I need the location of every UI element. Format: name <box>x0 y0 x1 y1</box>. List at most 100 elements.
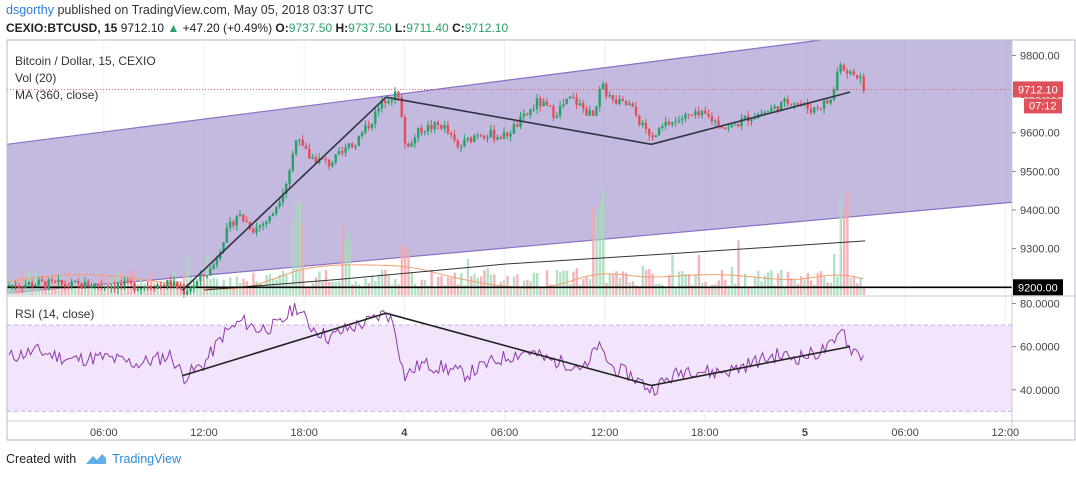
candle-body <box>545 101 549 106</box>
candle-body <box>17 286 21 288</box>
candle-body <box>176 281 179 289</box>
candle-body <box>621 98 624 101</box>
candle-body <box>502 132 506 139</box>
time-tick-label: 06:00 <box>491 427 519 439</box>
volume-bar <box>156 286 159 295</box>
volume-bar <box>532 272 536 295</box>
candle-body <box>354 145 357 148</box>
candle-body <box>618 98 621 104</box>
volume-bar <box>592 207 595 295</box>
volume-bar <box>776 273 780 295</box>
volume-bar <box>615 271 618 295</box>
candle-body <box>473 135 476 143</box>
volume-bar <box>648 268 651 295</box>
candle-body <box>631 103 634 108</box>
volume-bar <box>730 266 734 295</box>
candle-body <box>664 121 667 127</box>
time-tick-label: 5 <box>802 427 808 439</box>
candle-body <box>301 139 304 146</box>
candle-body <box>677 120 681 122</box>
volume-bar <box>823 275 826 295</box>
volume-bar <box>536 272 539 295</box>
candle-body <box>704 110 707 114</box>
volume-bar <box>661 284 664 295</box>
volume-bar <box>397 284 400 295</box>
candle-body <box>578 103 582 106</box>
price-tick-label: 9800.00 <box>1020 50 1060 62</box>
volume-bar <box>631 281 635 295</box>
support-price-tag <box>1013 279 1063 296</box>
channel-fill <box>7 40 1012 294</box>
candle-body <box>743 116 747 119</box>
candle-body <box>268 216 271 222</box>
volume-bar <box>486 267 489 295</box>
volume-bar <box>285 275 288 295</box>
candle-body <box>549 105 552 107</box>
volume-bar <box>196 284 199 295</box>
candle-body <box>387 101 390 104</box>
candle-body <box>532 109 535 111</box>
candle-body <box>172 281 176 287</box>
candle-body <box>855 75 859 79</box>
candle-body <box>252 229 255 233</box>
candle-body <box>93 283 96 287</box>
candle-body <box>341 151 344 153</box>
candle-body <box>714 120 717 122</box>
volume-bar <box>34 270 37 295</box>
volume-bar <box>734 283 737 295</box>
volume-bar <box>842 210 846 295</box>
volume-bar <box>644 270 648 295</box>
candle-body <box>598 89 601 107</box>
candle-body <box>80 283 83 289</box>
time-tick-label: 06:00 <box>90 427 118 439</box>
time-tick-label: 12:00 <box>591 427 619 439</box>
publish-info: dsgorthy published on TradingView.com, M… <box>6 3 373 17</box>
author-link[interactable]: dsgorthy <box>6 3 54 17</box>
support-price-tag-label: 9200.00 <box>1018 282 1058 294</box>
candle-body <box>106 286 110 288</box>
volume-bar <box>341 222 344 295</box>
channel-upper-line <box>6 39 822 145</box>
volume-bar <box>21 270 24 295</box>
candle-body <box>496 137 499 140</box>
candle-body <box>809 108 813 113</box>
candle-body <box>608 95 611 97</box>
candle-body <box>568 96 572 99</box>
candle-body <box>459 146 463 148</box>
candle-body <box>413 137 417 144</box>
candle-body <box>337 151 341 155</box>
tradingview-link[interactable]: TradingView <box>112 452 181 466</box>
volume-bar <box>344 240 347 295</box>
volume-bar <box>516 274 519 295</box>
candle-body <box>506 132 509 137</box>
candle-body <box>149 287 153 289</box>
candle-body <box>595 106 598 116</box>
volume-bar <box>800 276 803 295</box>
time-tick-label: 18:00 <box>691 427 719 439</box>
candle-body <box>347 143 351 148</box>
volume-bar <box>219 287 222 295</box>
candle-body <box>77 281 80 284</box>
candle-body <box>727 127 730 129</box>
candle-body <box>486 137 489 139</box>
candle-body <box>601 83 605 90</box>
candle-body <box>799 103 803 105</box>
candle-body <box>351 143 354 148</box>
candle-body <box>849 71 852 74</box>
candle-body <box>433 122 436 130</box>
candle-body <box>304 145 308 149</box>
candle-body <box>393 91 397 101</box>
volume-bar <box>839 196 842 295</box>
candle-body <box>261 223 265 226</box>
last-price: 9712.10 <box>120 21 165 35</box>
candle-body <box>179 288 182 290</box>
volume-bar <box>437 277 440 295</box>
low-label: L: <box>394 21 407 35</box>
axes: 9800.009700.009600.009500.009400.009300.… <box>6 39 1076 441</box>
candle-body <box>133 282 136 291</box>
candle-body <box>30 282 34 287</box>
volume-bar <box>371 275 374 295</box>
created-with-label: Created with <box>6 452 77 466</box>
tradingview-cloud-icon <box>86 454 107 464</box>
